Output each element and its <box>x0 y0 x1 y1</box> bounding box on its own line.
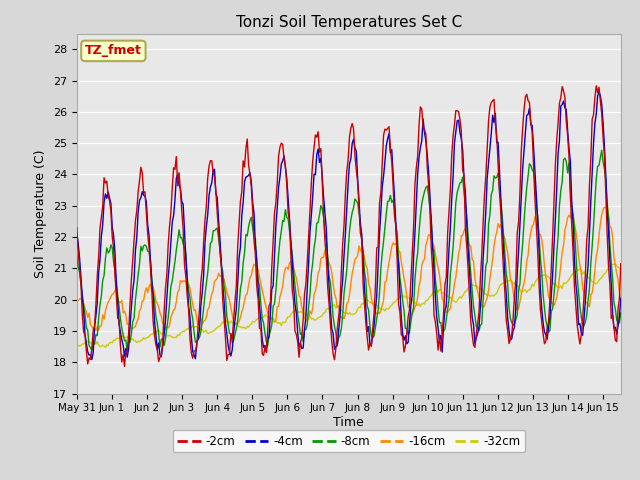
X-axis label: Time: Time <box>333 416 364 429</box>
Legend: -2cm, -4cm, -8cm, -16cm, -32cm: -2cm, -4cm, -8cm, -16cm, -32cm <box>173 430 525 453</box>
Text: TZ_fmet: TZ_fmet <box>85 44 142 58</box>
Title: Tonzi Soil Temperatures Set C: Tonzi Soil Temperatures Set C <box>236 15 462 30</box>
Y-axis label: Soil Temperature (C): Soil Temperature (C) <box>35 149 47 278</box>
